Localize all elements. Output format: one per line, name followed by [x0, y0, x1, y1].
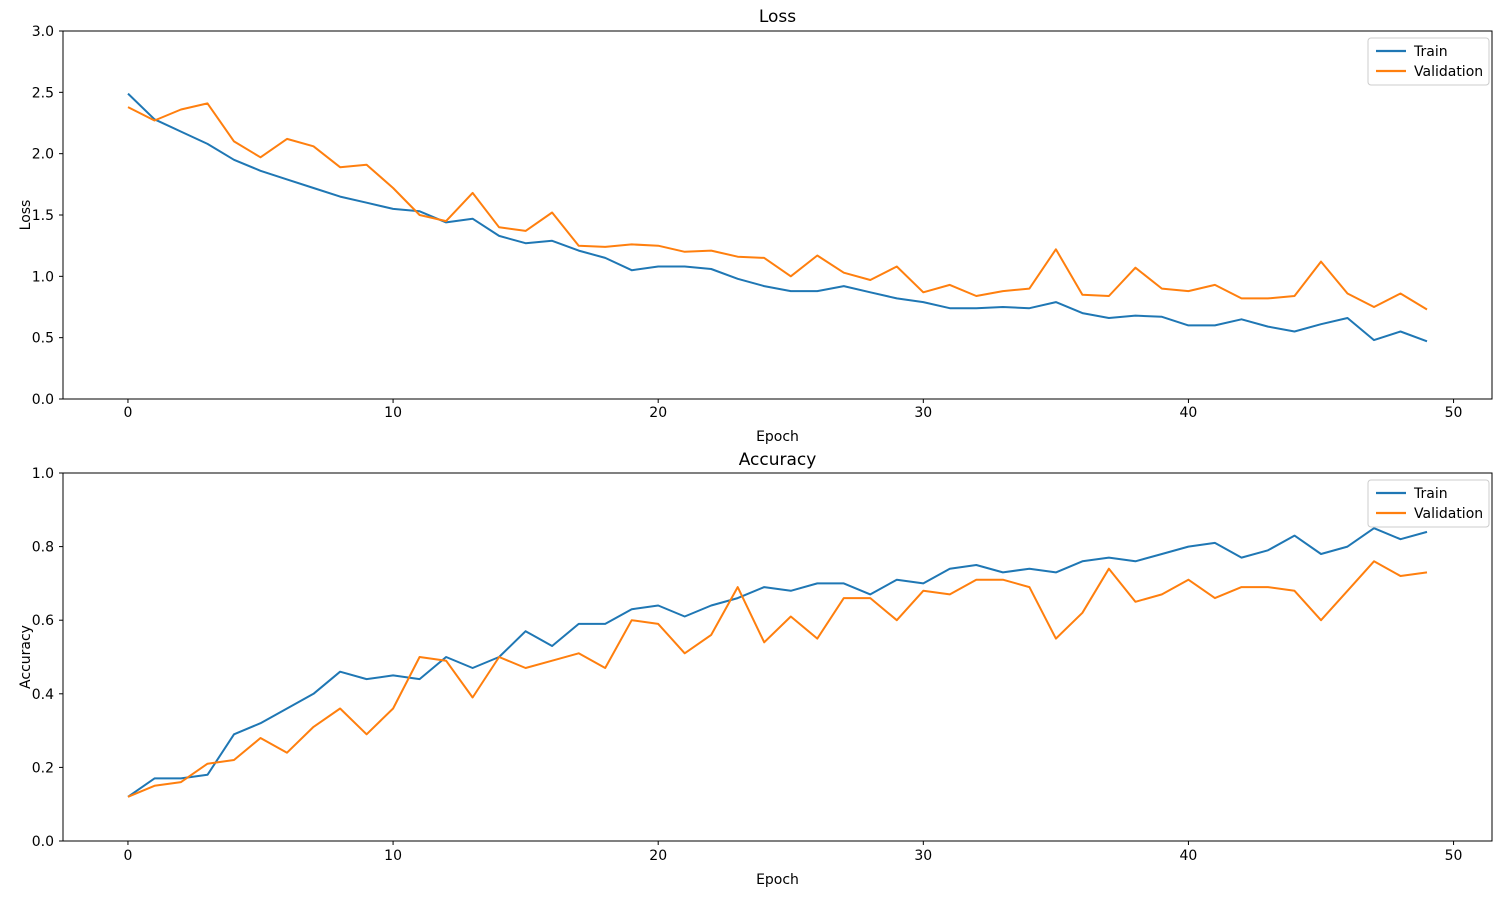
x-tick-label: 10: [384, 848, 402, 864]
train-line: [127, 92, 1428, 343]
x-tick-label: 50: [1445, 405, 1463, 421]
x-tick-label: 20: [649, 848, 667, 864]
y-tick-label: 3.0: [32, 24, 54, 40]
x-tick-label: 0: [123, 405, 132, 421]
x-axis-label: Epoch: [756, 429, 799, 445]
y-tick-label: 2.5: [32, 85, 54, 101]
y-tick-label: 0.0: [32, 834, 54, 850]
x-tick-label: 30: [914, 848, 932, 864]
y-axis-label: Accuracy: [18, 625, 34, 689]
chart-loss: 0 10 20 30 40 50 0.0 0.5 1.0 1.5 2.0 2.5 3.0 Loss Epoc…: [18, 7, 1493, 445]
legend-label: Validation: [1414, 64, 1483, 80]
legend: Train Validation: [1367, 37, 1490, 86]
train-line: [127, 527, 1428, 798]
y-axis-label: Loss: [18, 200, 34, 231]
x-axis-label: Epoch: [756, 872, 799, 888]
validation-line: [127, 560, 1428, 798]
x-tick-label: 30: [914, 405, 932, 421]
y-tick-label: 1.0: [32, 269, 54, 285]
x-tick-label: 40: [1180, 405, 1198, 421]
plot-frame: [62, 30, 1493, 400]
legend-label: Validation: [1414, 506, 1483, 522]
y-tick-label: 1.0: [32, 466, 54, 482]
legend: Train Validation: [1367, 479, 1490, 528]
y-tick-label: 2.0: [32, 147, 54, 163]
y-tick-label: 0.0: [32, 392, 54, 408]
legend-label: Train: [1413, 44, 1448, 60]
y-tick-label: 0.8: [32, 540, 54, 556]
y-tick-label: 0.6: [32, 613, 54, 629]
y-tick-label: 1.5: [32, 208, 54, 224]
chart-accuracy: 0 10 20 30 40 50 0.0 0.2 0.4 0.6 0.8 1.0 Accuracy Epo…: [18, 450, 1493, 888]
validation-line: [127, 102, 1428, 311]
x-tick-label: 0: [123, 848, 132, 864]
y-tick-label: 0.2: [32, 760, 54, 776]
chart-title: Loss: [759, 7, 796, 27]
plot-frame: [62, 472, 1493, 842]
legend-label: Train: [1413, 486, 1448, 502]
y-tick-label: 0.5: [32, 331, 54, 347]
x-tick-label: 50: [1445, 848, 1463, 864]
x-tick-label: 10: [384, 405, 402, 421]
chart-title: Accuracy: [739, 450, 817, 470]
y-tick-label: 0.4: [32, 687, 54, 703]
x-tick-label: 40: [1180, 848, 1198, 864]
legend-box: [1367, 479, 1490, 528]
legend-box: [1367, 37, 1490, 86]
x-tick-label: 20: [649, 405, 667, 421]
